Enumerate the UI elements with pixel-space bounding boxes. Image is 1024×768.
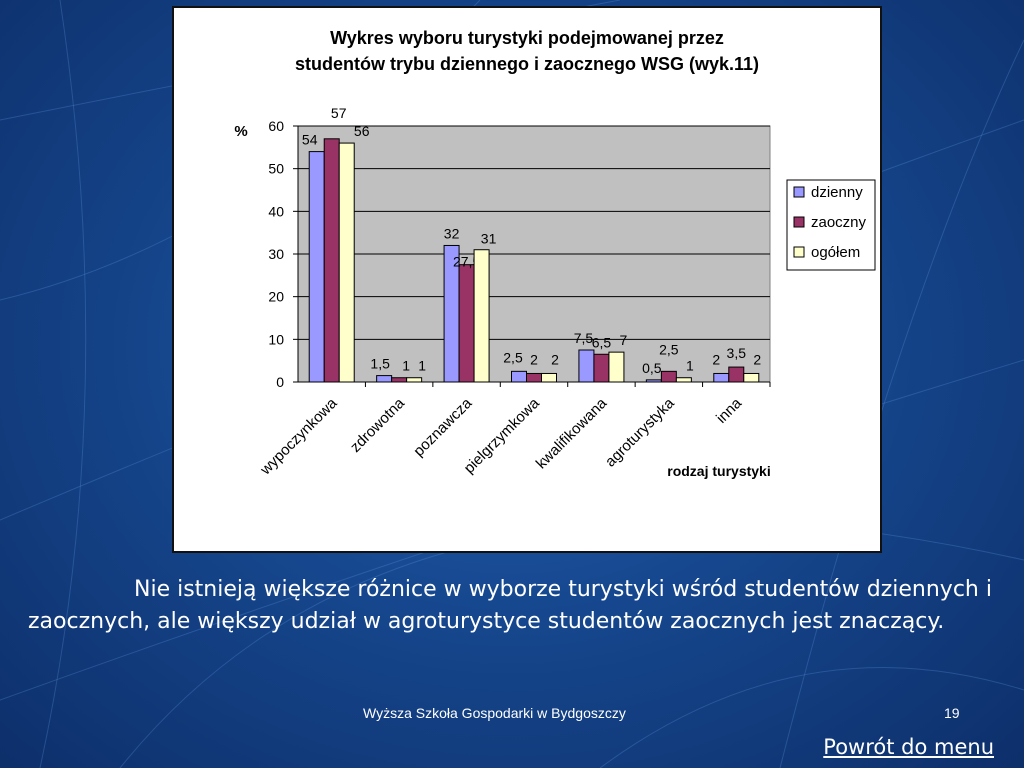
data-label: 32 [444, 225, 460, 241]
x-tick-label: poznawcza [410, 394, 476, 460]
data-label: 3,5 [727, 345, 747, 361]
y-tick-label: 50 [268, 161, 284, 177]
bar-ogółem-kwalifikowana [608, 351, 625, 383]
data-label: 1 [402, 358, 410, 374]
y-axis-label: % [234, 123, 247, 140]
y-tick-label: 60 [268, 118, 284, 134]
bar-dzienny-inna [713, 372, 730, 383]
legend-label-dzienny: dzienny [811, 184, 863, 201]
data-label: 7 [620, 332, 628, 348]
y-tick-label: 20 [268, 289, 284, 305]
bar-ogółem-wypoczynkowa [338, 142, 355, 383]
legend-swatch-zaoczny [793, 216, 805, 228]
data-label: 1 [418, 358, 426, 374]
chart-title-line-1: Wykres wyboru turystyki podejmowanej prz… [330, 28, 724, 48]
slide-caption: Nie istnieją większe różnice w wyborze t… [28, 577, 992, 634]
data-label: 2 [551, 351, 559, 367]
bar-zaoczny-pielgrzymkowa [526, 372, 542, 383]
bar-zaoczny-agroturystyka [660, 370, 677, 383]
data-label: 2,5 [659, 341, 679, 357]
legend-label-ogółem: ogółem [811, 244, 860, 261]
data-label: 1 [686, 358, 694, 374]
data-label: 31 [481, 231, 497, 247]
chart-panel: Wykres wyboru turystyki podejmowanej prz… [172, 6, 882, 553]
bar-zaoczny-wypoczynkowa [323, 138, 340, 383]
footer-page-number: 19 [944, 705, 960, 721]
legend-swatch-ogółem [793, 246, 805, 258]
x-tick-label: wypoczynkowa [256, 394, 341, 479]
bar-zaoczny-zdrowotna [391, 377, 408, 383]
data-label: 2 [753, 351, 761, 367]
bar-zaoczny-inna [728, 366, 745, 383]
data-label: 57 [331, 105, 347, 121]
x-tick-label: inna [713, 394, 746, 427]
data-label: 54 [302, 132, 318, 148]
data-label: 2,5 [503, 349, 523, 365]
bar-dzienny-agroturystyka [645, 379, 662, 383]
bar-ogółem-zdrowotna [406, 377, 423, 383]
bar-ogółem-pielgrzymkowa [541, 372, 557, 383]
bar-ogółem-poznawcza [473, 249, 490, 383]
footer-institution: Wyższa Szkoła Gospodarki w Bydgoszczy [363, 705, 626, 721]
data-label: 2 [712, 351, 720, 367]
bar-dzienny-zdrowotna [376, 375, 393, 383]
y-tick-label: 40 [268, 203, 284, 219]
y-tick-label: 10 [268, 331, 284, 347]
data-label: 2 [530, 351, 538, 367]
x-tick-label: agroturystyka [602, 394, 678, 470]
data-label: 27,5 [453, 254, 480, 270]
y-tick-label: 0 [276, 374, 284, 390]
bar-dzienny-wypoczynkowa [308, 151, 325, 383]
data-label: 7,5 [574, 330, 594, 346]
back-to-menu-link[interactable]: Powrót do menu [823, 735, 994, 759]
data-label: 1,5 [370, 356, 390, 372]
bar-dzienny-kwalifikowana [578, 349, 595, 383]
chart-title-line-2: studentów trybu dziennego i zaocznego WS… [294, 54, 760, 74]
bar-zaoczny-poznawcza [458, 264, 475, 383]
data-label: 56 [354, 123, 370, 139]
data-label: 0,5 [642, 360, 662, 376]
x-tick-label: kwalifikowana [533, 394, 611, 472]
data-label: 6,5 [592, 334, 612, 350]
bar-zaoczny-kwalifikowana [593, 353, 610, 383]
y-tick-label: 30 [268, 246, 284, 262]
bar-ogółem-agroturystyka [675, 377, 692, 383]
x-axis-label: rodzaj turystyki [667, 463, 770, 479]
bar-ogółem-inna [743, 372, 760, 383]
x-tick-label: zdrowotna [347, 394, 408, 455]
legend-swatch-dzienny [793, 186, 805, 198]
bar-dzienny-pielgrzymkowa [511, 370, 527, 383]
legend-label-zaoczny: zaoczny [811, 214, 867, 231]
